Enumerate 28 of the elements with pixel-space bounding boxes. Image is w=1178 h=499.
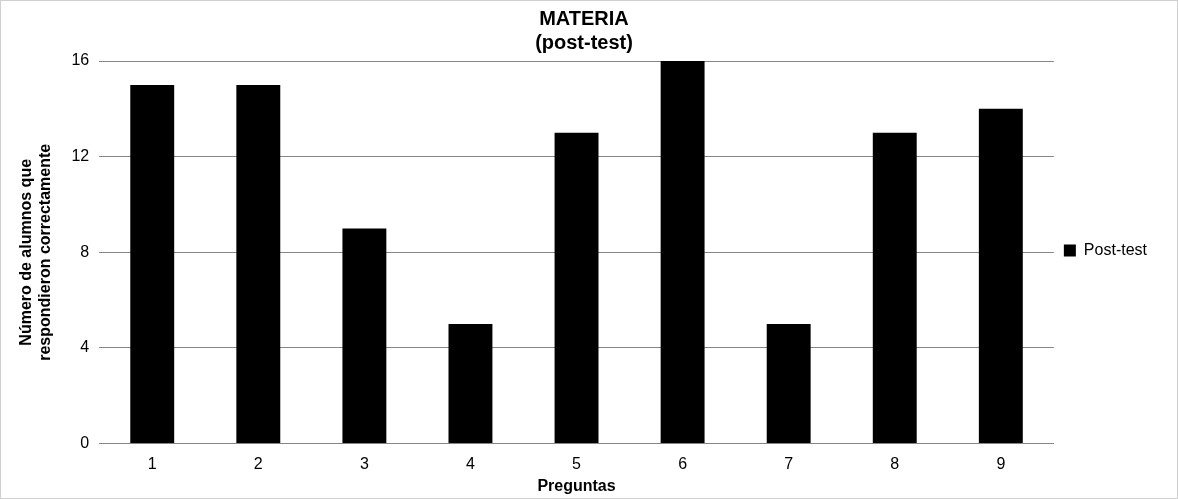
bar [130,84,175,444]
x-tick-label: 5 [572,454,582,472]
bar [554,132,599,444]
bar [236,84,281,444]
bar [766,324,811,444]
y-axis-title: Número de alumnos que respondieron correctamente [17,143,54,361]
bar [448,324,493,444]
x-tick-label: 6 [678,454,688,472]
bar [872,132,917,444]
x-tick-label: 4 [466,454,475,472]
y-tick-label: 16 [71,51,90,69]
x-tick-label: 2 [253,454,263,472]
y-tick-label: 0 [80,434,90,452]
chart-title: MATERIA [539,6,629,29]
y-tick-label: 8 [80,242,90,260]
x-axis-title: Preguntas [537,476,616,494]
bar [342,228,387,444]
x-tick-label: 7 [784,454,794,472]
y-tick-label: 4 [80,338,90,356]
chart-subtitle: (post-test) [535,30,633,53]
x-tick-label: 8 [890,454,900,472]
legend-label: Post-test [1083,240,1148,258]
y-tick-label: 12 [71,147,90,165]
bar [978,108,1023,444]
x-tick-label: 3 [359,454,369,472]
x-tick-label: 9 [996,454,1006,472]
bar [660,61,705,444]
x-tick-label: 1 [147,454,157,472]
